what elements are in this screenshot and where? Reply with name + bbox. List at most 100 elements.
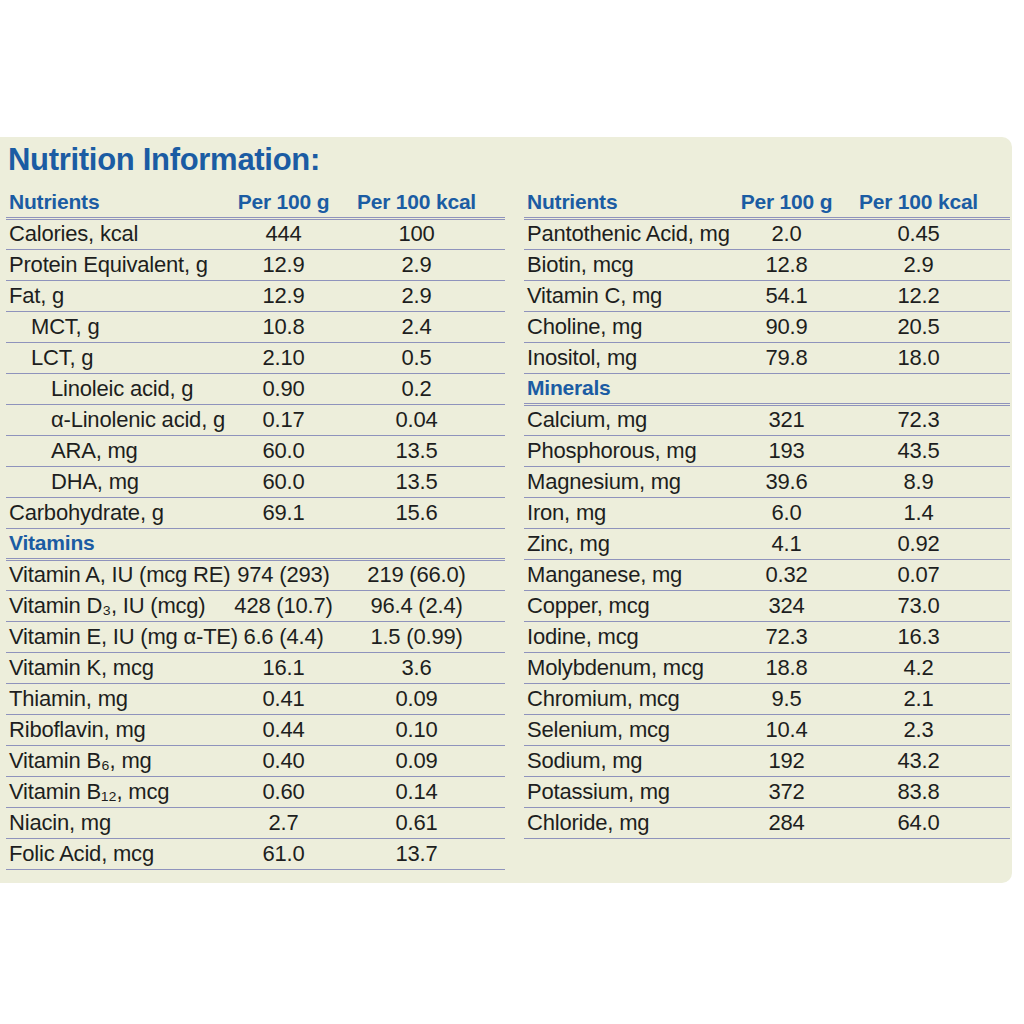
value-per-100g: 0.32 [724, 559, 849, 590]
table-row: Inositol, mg79.818.0 [524, 342, 1010, 373]
nutrient-label: LCT, g [6, 342, 231, 373]
value-per-100g: 2.10 [231, 342, 336, 373]
table-row: MCT, g10.82.4 [6, 311, 505, 342]
header-row: Nutrients Per 100 g Per 100 kcal [6, 188, 505, 218]
value-per-100kcal: 2.1 [849, 683, 1010, 714]
table-row: Magnesium, mg39.68.9 [524, 466, 1010, 497]
table-row: Vitamin K, mcg16.13.6 [6, 652, 505, 683]
table-row: Copper, mcg32473.0 [524, 590, 1010, 621]
value-per-100g: 69.1 [231, 497, 336, 528]
value-per-100kcal: 0.2 [336, 373, 505, 404]
table-row: Vitamin A, IU (mcg RE)974 (293)219 (66.0… [6, 559, 505, 590]
value-per-100kcal: 0.61 [336, 807, 505, 838]
value-per-100kcal: 16.3 [849, 621, 1010, 652]
nutrient-label: Biotin, mcg [524, 249, 724, 280]
nutrient-label: Iodine, mcg [524, 621, 724, 652]
value-per-100kcal: 12.2 [849, 280, 1010, 311]
value-per-100kcal: 0.45 [849, 218, 1010, 249]
nutrition-table-left: Nutrients Per 100 g Per 100 kcal Calorie… [6, 188, 505, 870]
table-row: Vitamin B₆, mg0.400.09 [6, 745, 505, 776]
value-per-100g: 18.8 [724, 652, 849, 683]
value-per-100kcal: 18.0 [849, 342, 1010, 373]
value-per-100g: 372 [724, 776, 849, 807]
value-per-100kcal: 43.2 [849, 745, 1010, 776]
column-header-nutrients: Nutrients [6, 188, 231, 218]
table-row: Pantothenic Acid, mg2.00.45 [524, 218, 1010, 249]
nutrient-label: Vitamin B₆, mg [6, 745, 231, 776]
nutrient-label: Vitamin E, IU (mg α-TE) [6, 621, 231, 652]
table-row: Molybdenum, mcg18.84.2 [524, 652, 1010, 683]
value-per-100g: 0.44 [231, 714, 336, 745]
table-row: ARA, mg60.013.5 [6, 435, 505, 466]
value-per-100g: 2.0 [724, 218, 849, 249]
value-per-100g: 79.8 [724, 342, 849, 373]
value-per-100kcal: 219 (66.0) [336, 559, 505, 590]
value-per-100kcal: 13.5 [336, 435, 505, 466]
value-per-100g: 90.9 [724, 311, 849, 342]
nutrition-panel: Nutrition Information: Nutrients Per 100… [0, 137, 1012, 883]
column-header-per-100g: Per 100 g [231, 188, 336, 218]
nutrient-label: Pantothenic Acid, mg [524, 218, 724, 249]
table-row: Calories, kcal444100 [6, 218, 505, 249]
table-row: Vitamin D₃, IU (mcg)428 (10.7)96.4 (2.4) [6, 590, 505, 621]
table-row: DHA, mg60.013.5 [6, 466, 505, 497]
value-per-100kcal: 2.3 [849, 714, 1010, 745]
nutrient-label: MCT, g [6, 311, 231, 342]
column-header-per-100kcal: Per 100 kcal [849, 188, 1010, 218]
value-per-100kcal: 3.6 [336, 652, 505, 683]
table-row: Riboflavin, mg0.440.10 [6, 714, 505, 745]
value-per-100g: 72.3 [724, 621, 849, 652]
value-per-100g: 2.7 [231, 807, 336, 838]
value-per-100g: 428 (10.7) [231, 590, 336, 621]
table-row: Biotin, mcg12.82.9 [524, 249, 1010, 280]
nutrient-label: Vitamin B₁₂, mcg [6, 776, 231, 807]
value-per-100kcal: 73.0 [849, 590, 1010, 621]
nutrient-label: Calories, kcal [6, 218, 231, 249]
value-per-100kcal: 2.9 [336, 280, 505, 311]
table-row: Linoleic acid, g0.900.2 [6, 373, 505, 404]
table-row: Fat, g12.92.9 [6, 280, 505, 311]
value-per-100kcal: 100 [336, 218, 505, 249]
nutrient-label: Niacin, mg [6, 807, 231, 838]
value-per-100g: 974 (293) [231, 559, 336, 590]
value-per-100kcal: 0.09 [336, 745, 505, 776]
nutrient-label: Vitamin K, mcg [6, 652, 231, 683]
value-per-100g: 10.8 [231, 311, 336, 342]
nutrient-label: Magnesium, mg [524, 466, 724, 497]
value-per-100g: 321 [724, 404, 849, 435]
table-row: Vitamin E, IU (mg α-TE)6.6 (4.4)1.5 (0.9… [6, 621, 505, 652]
value-per-100g: 16.1 [231, 652, 336, 683]
value-per-100kcal: 64.0 [849, 807, 1010, 838]
nutrient-label: Iron, mg [524, 497, 724, 528]
value-per-100kcal: 0.5 [336, 342, 505, 373]
value-per-100g: 54.1 [724, 280, 849, 311]
value-per-100kcal: 0.09 [336, 683, 505, 714]
value-per-100kcal: 96.4 (2.4) [336, 590, 505, 621]
table-row: α-Linolenic acid, g0.170.04 [6, 404, 505, 435]
table-row: Selenium, mcg10.42.3 [524, 714, 1010, 745]
header-row: Nutrients Per 100 g Per 100 kcal [524, 188, 1010, 218]
value-per-100kcal: 1.5 (0.99) [336, 621, 505, 652]
value-per-100kcal: 72.3 [849, 404, 1010, 435]
nutrient-label: ARA, mg [6, 435, 231, 466]
nutrient-label: Protein Equivalent, g [6, 249, 231, 280]
value-per-100g: 0.90 [231, 373, 336, 404]
table-row: LCT, g2.100.5 [6, 342, 505, 373]
value-per-100g: 6.6 (4.4) [231, 621, 336, 652]
value-per-100kcal: 8.9 [849, 466, 1010, 497]
value-per-100kcal: 20.5 [849, 311, 1010, 342]
nutrient-label: Vitamin D₃, IU (mcg) [6, 590, 231, 621]
page-title: Nutrition Information: [8, 142, 320, 178]
value-per-100kcal: 13.5 [336, 466, 505, 497]
value-per-100g: 0.40 [231, 745, 336, 776]
nutrient-label: Zinc, mg [524, 528, 724, 559]
table-row: Protein Equivalent, g12.92.9 [6, 249, 505, 280]
value-per-100kcal: 0.92 [849, 528, 1010, 559]
section-header-row: Vitamins [6, 528, 505, 559]
value-per-100g: 0.60 [231, 776, 336, 807]
table-row: Sodium, mg19243.2 [524, 745, 1010, 776]
value-per-100g: 12.9 [231, 280, 336, 311]
nutrient-label: Linoleic acid, g [6, 373, 231, 404]
value-per-100kcal: 2.9 [849, 249, 1010, 280]
section-header-row: Minerals [524, 373, 1010, 404]
